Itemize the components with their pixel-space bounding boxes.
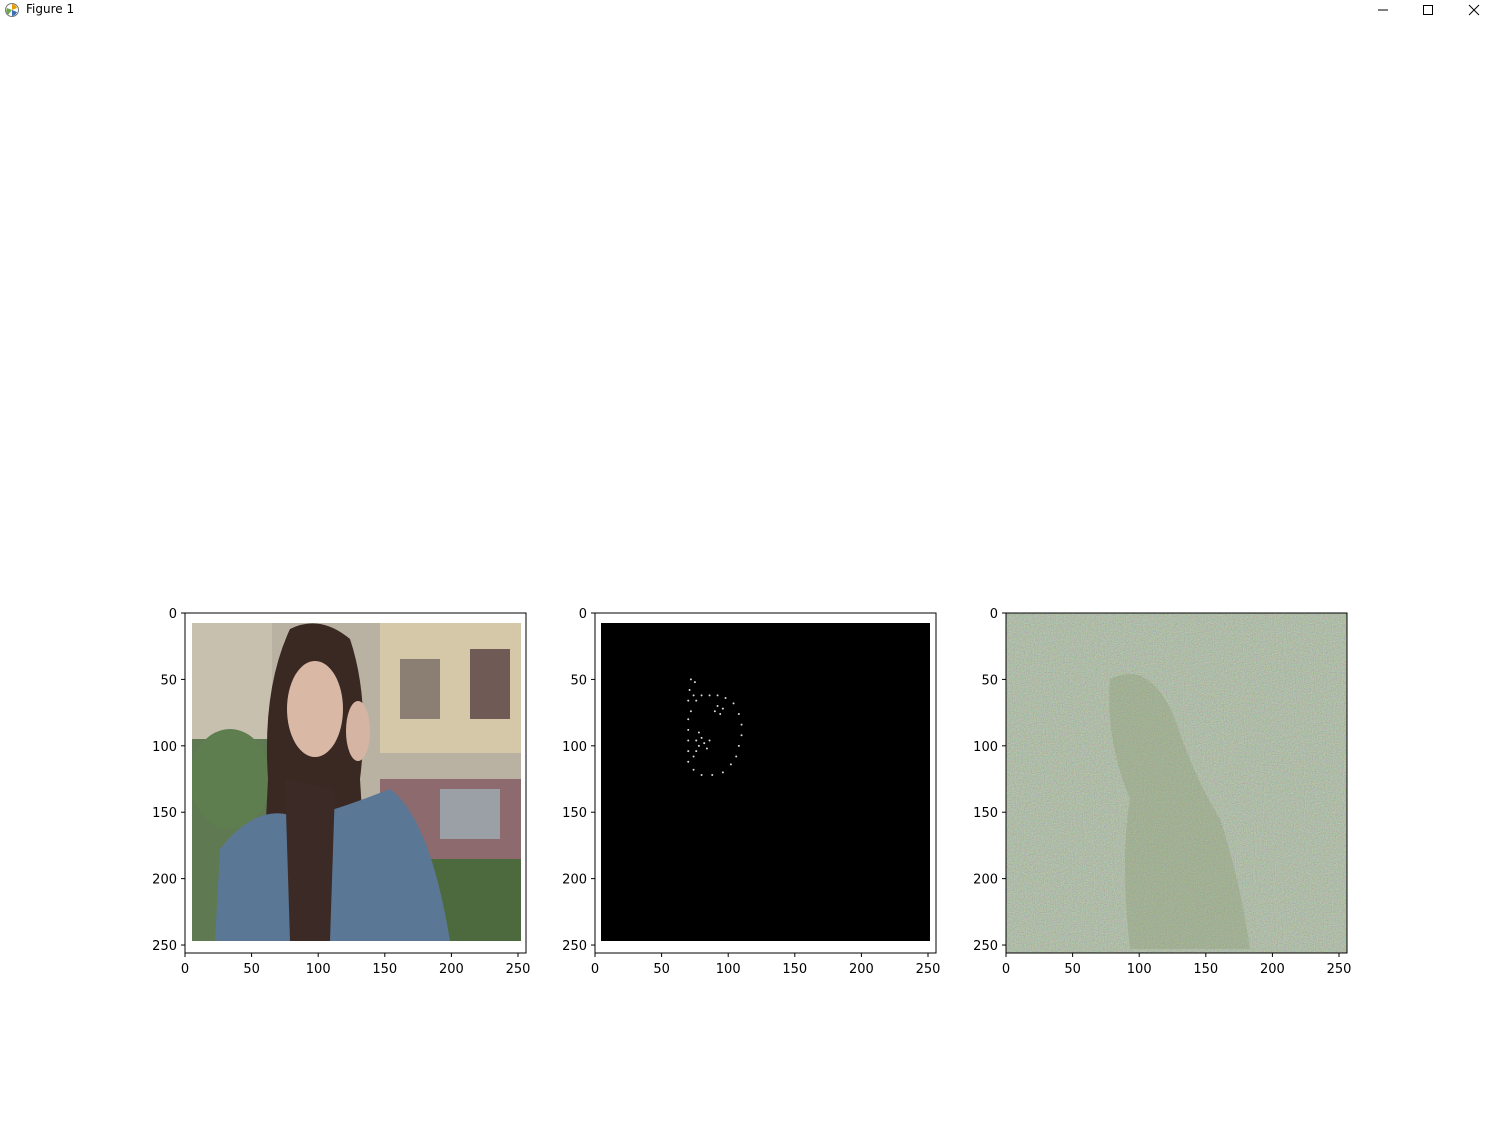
axis-ticks: 0 50 100 150 200 250 0 50 100 150 200 250 0 50 100 150 2…	[152, 607, 1351, 977]
figure-canvas[interactable]: 0 50 100 150 200 250 0 50 100 150 200 250 0 50 100 150 2…	[0, 19, 1491, 1117]
y-tick-label: 50	[570, 673, 587, 688]
landmark-point	[697, 731, 700, 734]
landmark-point	[703, 742, 706, 745]
landmark-points	[687, 678, 743, 777]
landmark-point	[687, 699, 690, 702]
landmark-point	[687, 728, 690, 731]
x-tick-label: 50	[653, 962, 670, 977]
x-tick-label: 150	[372, 962, 397, 977]
y-tick-label: 0	[990, 607, 998, 622]
y-tick-label: 250	[562, 939, 587, 954]
axes-frame	[594, 612, 937, 954]
landmark-point	[692, 694, 695, 697]
title-bar: Figure 1	[0, 0, 1491, 19]
photo-image	[192, 623, 521, 941]
landmark-point	[695, 750, 698, 753]
x-tick-label: 200	[439, 962, 464, 977]
y-tick-label: 100	[152, 740, 177, 755]
x-tick-label: 100	[1127, 962, 1152, 977]
landmark-point	[713, 710, 716, 713]
landmark-point	[740, 723, 743, 726]
y-tick-label: 150	[973, 806, 998, 821]
landmark-point	[708, 739, 711, 742]
y-tick-label: 150	[562, 806, 587, 821]
landmark-point	[735, 755, 738, 758]
close-button[interactable]	[1451, 0, 1491, 19]
y-tick-label: 0	[169, 607, 177, 622]
landmark-point	[692, 755, 695, 758]
landmark-point	[721, 771, 724, 774]
landmark-point	[721, 707, 724, 710]
minimize-icon	[1378, 9, 1388, 10]
x-tick-label: 200	[849, 962, 874, 977]
landmark-point	[700, 774, 703, 777]
landmark-point	[689, 710, 692, 713]
landmark-point	[700, 736, 703, 739]
x-tick-label: 250	[916, 962, 941, 977]
landmark-point	[687, 750, 690, 753]
landmark-point	[705, 747, 708, 750]
x-tick-label: 0	[181, 962, 189, 977]
x-tick-label: 0	[1002, 962, 1010, 977]
landmark-point	[689, 678, 692, 681]
landmark-point	[737, 712, 740, 715]
landmark-point	[719, 712, 722, 715]
landmark-point	[729, 763, 732, 766]
x-tick-label: 200	[1260, 962, 1285, 977]
landmark-point	[732, 702, 735, 705]
matplotlib-icon	[4, 2, 20, 18]
noise-texture	[1006, 613, 1347, 953]
maximize-icon	[1423, 4, 1433, 15]
maximize-button[interactable]	[1405, 0, 1451, 19]
x-tick-label: 150	[1193, 962, 1218, 977]
y-tick-label: 150	[152, 806, 177, 821]
axes-frame	[1005, 612, 1348, 954]
landmark-point	[697, 744, 700, 747]
x-tick-label: 250	[1327, 962, 1352, 977]
landmark-point	[737, 744, 740, 747]
landmark-point	[708, 694, 711, 697]
landmark-point	[687, 760, 690, 763]
landmark-point	[687, 739, 690, 742]
y-tick-label: 250	[152, 939, 177, 954]
landmark-point	[695, 699, 698, 702]
y-tick-label: 100	[562, 740, 587, 755]
landmark-point	[693, 681, 696, 684]
x-tick-label: 150	[782, 962, 807, 977]
landmark-point	[724, 697, 727, 699]
landmark-point	[700, 694, 703, 697]
axes-frame	[184, 612, 527, 954]
window-title: Figure 1	[26, 2, 75, 16]
subplot-2	[594, 612, 937, 954]
landmark-point	[688, 689, 691, 692]
x-tick-label: 50	[1064, 962, 1081, 977]
landmark-point	[695, 739, 698, 742]
y-tick-label: 50	[981, 673, 998, 688]
y-tick-label: 200	[973, 873, 998, 888]
landmark-point	[687, 718, 690, 721]
faint-silhouette	[1109, 674, 1250, 949]
y-tick-label: 200	[562, 873, 587, 888]
y-tick-label: 200	[152, 873, 177, 888]
x-tick-label: 100	[306, 962, 331, 977]
x-tick-label: 50	[243, 962, 260, 977]
landmark-point	[716, 704, 719, 707]
y-tick-label: 50	[160, 673, 177, 688]
x-tick-label: 250	[506, 962, 531, 977]
subplot-3	[1005, 612, 1348, 954]
y-tick-label: 100	[973, 740, 998, 755]
figure-svg: 0 50 100 150 200 250 0 50 100 150 200 250 0 50 100 150 2…	[152, 607, 1351, 977]
y-tick-label: 0	[579, 607, 587, 622]
landmark-point	[711, 774, 714, 777]
x-tick-label: 0	[591, 962, 599, 977]
landmark-background	[601, 623, 930, 941]
y-tick-label: 250	[973, 939, 998, 954]
close-icon	[1468, 4, 1480, 15]
x-tick-label: 100	[716, 962, 741, 977]
minimize-button[interactable]	[1360, 0, 1406, 19]
landmark-point	[716, 694, 719, 697]
landmark-point	[740, 734, 743, 737]
subplot-1	[184, 612, 527, 954]
landmark-point	[692, 768, 695, 771]
